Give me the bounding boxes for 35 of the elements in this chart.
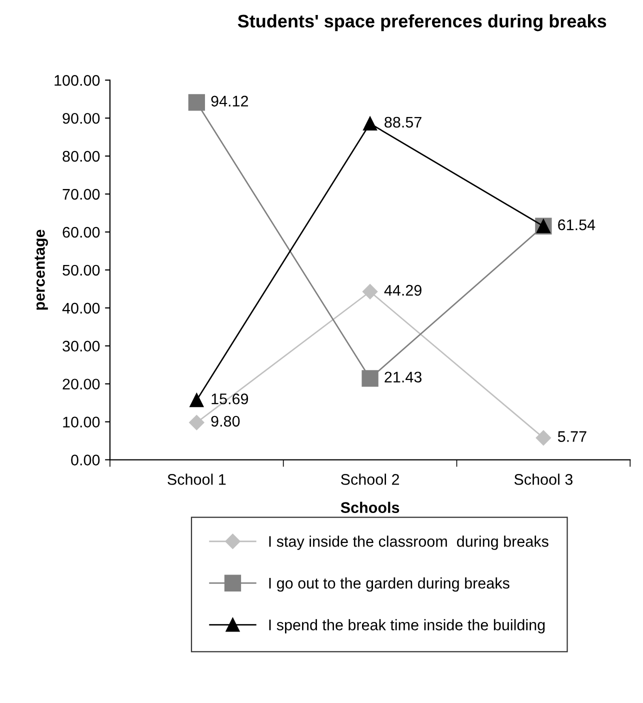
x-tick-label: School 3 — [514, 474, 572, 485]
data-label: 88.57 — [384, 116, 422, 128]
y-tick-label: 10.00 — [63, 416, 100, 428]
legend-label: I stay inside the classroom during breaks — [269, 536, 548, 550]
data-label: 61.54 — [558, 219, 596, 230]
x-axis-title: Schools — [340, 502, 400, 514]
x-tick-label: School 1 — [168, 474, 226, 485]
y-tick-label: 80.00 — [62, 150, 100, 162]
y-tick-label: 40.00 — [62, 302, 100, 314]
data-label: 5.77 — [558, 431, 586, 442]
point — [188, 94, 205, 111]
data-label: 44.29 — [384, 284, 422, 296]
point — [536, 430, 552, 446]
y-tick-label: 30.00 — [62, 340, 100, 352]
point — [363, 116, 377, 130]
point — [362, 284, 378, 300]
y-tick-label: 100.00 — [54, 75, 100, 86]
y-tick-label: 70.00 — [62, 188, 100, 200]
y-tick-label: 60.00 — [62, 226, 100, 238]
y-tick-label: 50.00 — [62, 264, 100, 276]
y-tick-label: 20.00 — [62, 378, 100, 390]
legend-label: I go out to the garden during breaks — [269, 577, 510, 592]
y-tick-label: 0.00 — [71, 454, 100, 466]
data-label: 94.12 — [211, 96, 248, 107]
legend-label: I spend the break time inside the building — [269, 619, 545, 634]
x-tick-label: School 2 — [341, 474, 400, 485]
point — [362, 370, 378, 387]
data-label: 15.69 — [212, 393, 248, 404]
point — [189, 414, 204, 430]
chart-title: Students' space preferences during breaks — [238, 14, 606, 32]
y-tick-label: 90.00 — [62, 112, 100, 124]
data-label: 9.80 — [211, 416, 240, 427]
data-label: 21.43 — [384, 372, 422, 383]
point — [190, 393, 204, 408]
y-axis-title: percentage — [34, 230, 48, 310]
